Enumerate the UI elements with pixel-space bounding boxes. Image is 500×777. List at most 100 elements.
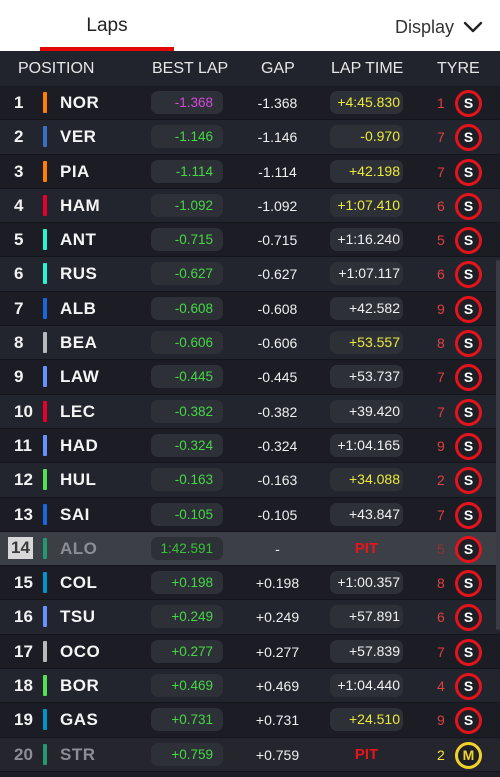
tyre-age: 5 xyxy=(437,540,445,557)
table-row[interactable]: 20 STR +0.759 +0.759 PIT 2 M xyxy=(0,737,500,772)
gap-value: -1.146 xyxy=(257,129,298,146)
gap-value: +0.249 xyxy=(255,609,300,626)
lap-time-pill: +24.510 xyxy=(330,708,403,732)
best-lap-pill: -1.114 xyxy=(151,159,223,183)
gap-value: -0.715 xyxy=(257,232,298,249)
scrollbar[interactable] xyxy=(496,260,500,630)
position-number: 20 xyxy=(14,744,33,764)
table-row[interactable]: 10 LEC -0.382 -0.382 +39.420 7 S xyxy=(0,394,500,429)
soft-tyre-icon: S xyxy=(455,398,482,426)
position-number: 14 xyxy=(8,536,33,559)
table-row[interactable]: 3 PIA -1.114 -1.114 +42.198 7 S xyxy=(0,154,500,189)
best-lap-pill: +0.277 xyxy=(151,639,223,663)
gap-value: +0.277 xyxy=(255,643,300,660)
position-number: 19 xyxy=(14,710,33,730)
gap-value: - xyxy=(275,540,280,557)
best-lap-pill: +0.759 xyxy=(151,742,223,766)
tab-laps[interactable]: Laps xyxy=(40,0,174,51)
tyre-age: 6 xyxy=(437,266,445,283)
soft-tyre-icon: S xyxy=(455,673,482,701)
driver-code: LAW xyxy=(60,367,100,387)
table-row[interactable]: 4 HAM -1.092 -1.092 +1:07.410 6 S xyxy=(0,188,500,224)
gap-value: -0.163 xyxy=(257,472,298,489)
lap-time-pill: +42.198 xyxy=(330,159,403,183)
tyre-age: 9 xyxy=(437,712,445,729)
table-row[interactable]: 2 VER -1.146 -1.146 -0.970 7 S xyxy=(0,120,500,155)
lap-time-pill: +1:07.117 xyxy=(330,262,403,286)
table-row[interactable]: 11 HAD -0.324 -0.324 +1:04.165 9 S xyxy=(0,428,500,464)
position-number: 6 xyxy=(14,264,24,284)
soft-tyre-icon: S xyxy=(455,604,482,632)
best-lap-pill: -0.163 xyxy=(151,468,223,492)
top-bar: Laps Display xyxy=(0,0,500,51)
team-color-bar xyxy=(43,572,47,594)
gap-value: -0.608 xyxy=(257,300,298,317)
position-number: 12 xyxy=(14,470,33,490)
table-row[interactable]: 7 ALB -0.608 -0.608 +42.582 9 S xyxy=(0,291,500,327)
driver-code: ALB xyxy=(60,298,97,318)
display-dropdown[interactable]: Display xyxy=(395,15,484,39)
tyre-age: 7 xyxy=(437,163,445,180)
table-row[interactable]: 5 ANT -0.715 -0.715 +1:16.240 5 S xyxy=(0,223,500,258)
tyre-age: 2 xyxy=(437,746,445,763)
soft-tyre-icon: S xyxy=(455,330,482,358)
table-row[interactable]: 12 HUL -0.163 -0.163 +34.088 2 S xyxy=(0,463,500,498)
tyre-age: 2 xyxy=(437,472,445,489)
tyre-age: 6 xyxy=(437,609,445,626)
team-color-bar xyxy=(43,194,47,216)
driver-code: BOR xyxy=(60,676,100,696)
position-number: 17 xyxy=(14,641,33,661)
timing-table: 1 NOR -1.368 -1.368 +4:45.830 1 S 2 VER -1.146 -1.… xyxy=(0,86,500,772)
table-row[interactable]: 18 BOR +0.469 +0.469 +1:04.440 4 S xyxy=(0,669,500,704)
tyre-age: 7 xyxy=(437,506,445,523)
driver-code: ALO xyxy=(60,538,98,558)
tyre-age: 8 xyxy=(437,335,445,352)
table-row[interactable]: 19 GAS +0.731 +0.731 +24.510 9 S xyxy=(0,703,500,738)
table-row[interactable]: 15 COL +0.198 +0.198 +1:00.357 8 S xyxy=(0,566,500,601)
position-number: 1 xyxy=(14,93,24,112)
tyre-age: 9 xyxy=(437,300,445,317)
best-lap-pill: +0.198 xyxy=(151,571,223,595)
driver-code: RUS xyxy=(60,264,98,284)
lap-time-pill: +53.557 xyxy=(330,331,403,355)
table-header: POSITION BEST LAP GAP LAP TIME TYRE xyxy=(0,51,500,86)
table-row[interactable]: 8 BEA -0.606 -0.606 +53.557 8 S xyxy=(0,326,500,361)
best-lap-pill: -0.627 xyxy=(151,262,223,286)
gap-value: +0.759 xyxy=(255,746,300,763)
table-row[interactable]: 14 ALO 1:42.591 - PIT 5 S xyxy=(0,531,500,567)
gap-value: -0.606 xyxy=(257,335,298,352)
lap-time-pill: +34.088 xyxy=(330,468,403,492)
col-best-lap: BEST LAP xyxy=(152,60,229,77)
tyre-age: 7 xyxy=(437,369,445,386)
lap-time-pill: +57.891 xyxy=(330,605,403,629)
lap-time-pill: +53.737 xyxy=(330,365,403,389)
lap-time-pill: PIT xyxy=(354,745,379,763)
driver-code: PIA xyxy=(60,161,90,181)
best-lap-pill: +0.469 xyxy=(151,674,223,698)
best-lap-pill: -1.368 xyxy=(151,91,223,114)
driver-code: OCO xyxy=(60,641,101,661)
soft-tyre-icon: S xyxy=(455,535,482,563)
best-lap-pill: -0.324 xyxy=(151,433,223,457)
table-row[interactable]: 17 OCO +0.277 +0.277 +57.839 7 S xyxy=(0,634,500,670)
driver-code: ANT xyxy=(60,230,97,250)
lap-time-pill: +1:00.357 xyxy=(330,571,403,595)
table-row[interactable]: 16 TSU +0.249 +0.249 +57.891 6 S xyxy=(0,600,500,635)
lap-time-pill: +42.582 xyxy=(330,296,403,320)
team-color-bar xyxy=(43,606,47,628)
team-color-bar xyxy=(43,434,47,456)
best-lap-pill: -1.092 xyxy=(151,193,223,217)
table-row[interactable]: 6 RUS -0.627 -0.627 +1:07.117 6 S xyxy=(0,257,500,292)
table-row[interactable]: 9 LAW -0.445 -0.445 +53.737 7 S xyxy=(0,360,500,395)
table-row[interactable]: 1 NOR -1.368 -1.368 +4:45.830 1 S xyxy=(0,86,500,121)
driver-code: GAS xyxy=(60,710,99,730)
soft-tyre-icon: S xyxy=(455,227,482,255)
position-number: 15 xyxy=(14,573,33,593)
team-color-bar xyxy=(43,366,47,388)
position-number: 7 xyxy=(14,298,24,318)
team-color-bar xyxy=(43,126,47,148)
team-color-bar xyxy=(43,160,47,182)
table-row[interactable]: 13 SAI -0.105 -0.105 +43.847 7 S xyxy=(0,497,500,532)
col-gap: GAP xyxy=(261,60,295,77)
best-lap-pill: -0.715 xyxy=(151,228,223,252)
